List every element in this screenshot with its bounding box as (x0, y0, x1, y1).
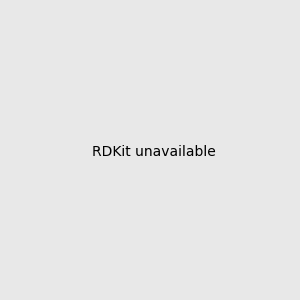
Text: RDKit unavailable: RDKit unavailable (92, 145, 216, 158)
